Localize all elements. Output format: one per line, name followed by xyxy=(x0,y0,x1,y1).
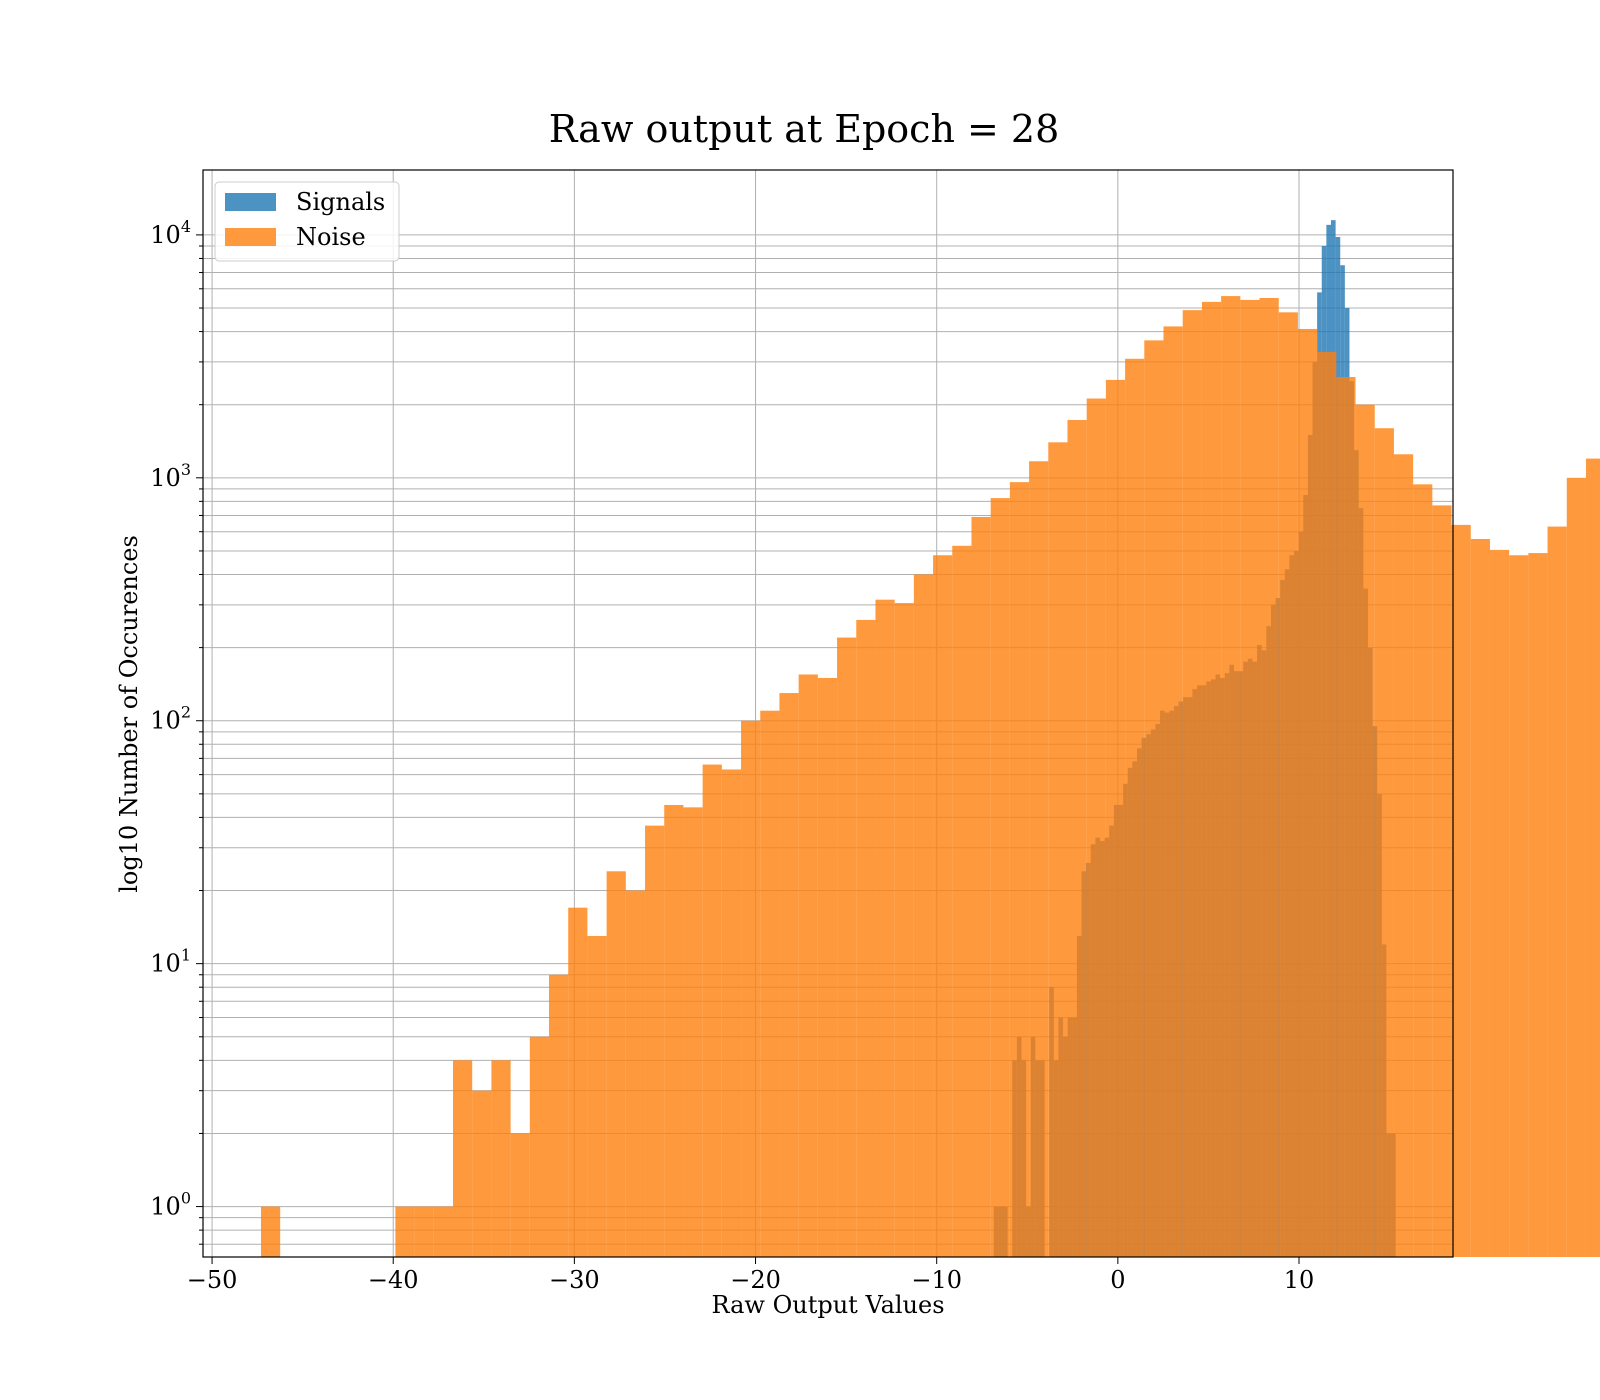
histogram-bar xyxy=(549,974,569,1257)
histogram-bar xyxy=(606,871,626,1257)
histogram-bar xyxy=(1067,419,1087,1257)
histogram-bar xyxy=(453,1060,473,1257)
chart-title: Raw output at Epoch = 28 xyxy=(549,107,1060,151)
histogram-bar xyxy=(702,764,722,1257)
histogram-bar xyxy=(414,1206,434,1257)
x-tick-label: −10 xyxy=(911,1266,962,1294)
histogram-bar xyxy=(1355,404,1375,1257)
legend-label-signals: Signals xyxy=(296,188,385,216)
histogram-bar xyxy=(1105,379,1126,1257)
y-axis-label: log10 Number of Occurences xyxy=(115,535,143,893)
histogram-bar xyxy=(1086,398,1106,1257)
histogram-bar xyxy=(683,807,703,1257)
histogram-bar xyxy=(1029,461,1049,1257)
histogram-bar xyxy=(645,825,665,1257)
histogram-bar xyxy=(1278,312,1298,1257)
y-tick-label: 103 xyxy=(150,460,191,492)
y-tick-label: 100 xyxy=(150,1189,191,1221)
series-noise xyxy=(260,296,1600,1258)
histogram-bar xyxy=(1201,301,1222,1257)
histogram-bar xyxy=(1470,538,1490,1257)
y-axis-ticks: 100 101 102 103 104 xyxy=(150,217,203,1245)
histogram-bar xyxy=(472,1090,492,1257)
histogram-bar xyxy=(913,574,934,1257)
histogram-bar xyxy=(1489,549,1510,1257)
histogram-bar xyxy=(1297,328,1318,1257)
histogram-bar xyxy=(856,619,876,1257)
y-tick-label: 102 xyxy=(150,703,191,735)
histogram-bar xyxy=(837,637,857,1257)
plot-area-frame xyxy=(202,169,1454,1258)
x-tick-label: −50 xyxy=(187,1266,238,1294)
histogram-bar xyxy=(568,907,588,1257)
histogram-bar xyxy=(1182,310,1202,1257)
x-tick-label: −40 xyxy=(368,1266,419,1294)
y-tick-label: 101 xyxy=(150,946,191,978)
legend-swatch-signals xyxy=(225,193,276,211)
histogram-bar xyxy=(1528,553,1548,1257)
histogram-bar xyxy=(1221,296,1241,1257)
histogram-bar xyxy=(1240,299,1260,1258)
histogram-bar xyxy=(741,720,761,1257)
histogram-bar xyxy=(395,1206,415,1257)
x-tick-label: −30 xyxy=(549,1266,600,1294)
histogram-bar xyxy=(1163,326,1183,1257)
histogram-bar xyxy=(1336,377,1356,1258)
legend: Signals Noise xyxy=(214,181,400,262)
histogram-bar xyxy=(1125,358,1145,1257)
histogram-bar xyxy=(875,599,895,1257)
histogram-bar xyxy=(587,935,607,1257)
histogram-bar xyxy=(817,677,838,1257)
histogram-bars xyxy=(260,220,1600,1258)
histogram-bar xyxy=(433,1206,453,1257)
x-axis-ticks: −50 −40 −30 −20 −10 0 10 xyxy=(187,1257,1315,1294)
histogram-bar xyxy=(779,693,799,1257)
histogram-bar xyxy=(1374,428,1394,1258)
histogram-bar xyxy=(1451,524,1471,1257)
x-axis-label: Raw Output Values xyxy=(711,1291,944,1319)
histogram-bar xyxy=(1413,484,1433,1257)
histogram-bar xyxy=(1566,477,1586,1257)
histogram-bar xyxy=(510,1133,530,1257)
histogram-bar xyxy=(1393,454,1414,1257)
histogram-bar xyxy=(971,516,991,1257)
histogram-bar xyxy=(721,769,742,1257)
y-tick-label: 104 xyxy=(150,217,191,249)
histogram-bar xyxy=(1317,351,1337,1257)
histogram-bar xyxy=(1432,505,1452,1257)
histogram-bar xyxy=(1509,555,1529,1257)
histogram-bar xyxy=(990,498,1010,1257)
histogram-bar xyxy=(798,674,818,1257)
legend-swatch-noise xyxy=(225,228,276,246)
x-tick-label: 10 xyxy=(1284,1266,1315,1294)
histogram-bar xyxy=(1585,458,1600,1258)
histogram-bar xyxy=(1547,526,1567,1257)
histogram-bar xyxy=(664,804,684,1257)
histogram-bar xyxy=(529,1036,550,1257)
x-tick-label: −20 xyxy=(730,1266,781,1294)
histogram-bar xyxy=(933,555,953,1257)
legend-label-noise: Noise xyxy=(296,223,366,251)
x-tick-label: 0 xyxy=(1110,1266,1125,1294)
histogram-bar xyxy=(1048,442,1068,1257)
histogram-bar xyxy=(894,603,914,1257)
histogram-bar xyxy=(260,1206,281,1257)
histogram-bar xyxy=(1144,340,1164,1257)
histogram-bar xyxy=(1009,482,1030,1257)
histogram-bar xyxy=(625,890,646,1257)
histogram-bar xyxy=(491,1060,511,1257)
histogram-bar xyxy=(760,710,780,1257)
histogram-bar xyxy=(1259,297,1279,1258)
histogram-bar xyxy=(952,545,972,1257)
